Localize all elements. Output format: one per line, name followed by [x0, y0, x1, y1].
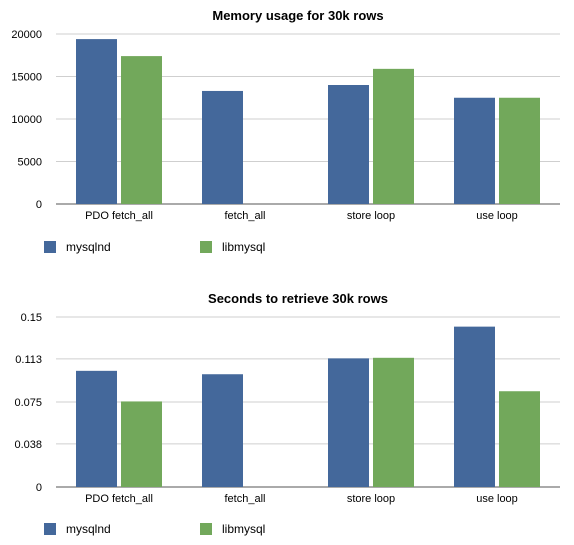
legend-label-libmysql: libmysql: [222, 240, 266, 254]
y-tick-label: 0.075: [14, 397, 42, 409]
retrieval-time-legend: mysqlnd libmysql: [0, 522, 574, 544]
bar-libmysql-0: [121, 401, 162, 487]
chart-title: Memory usage for 30k rows: [212, 8, 383, 23]
x-category-label: use loop: [476, 210, 518, 222]
y-tick-label: 0.113: [15, 354, 42, 366]
x-category-label: fetch_all: [225, 210, 266, 222]
memory-usage-chart: Memory usage for 30k rows 0 5000 10000 1500…: [0, 0, 574, 270]
x-category-label: store loop: [347, 493, 395, 505]
bar-mysqlnd-3: [454, 97, 495, 204]
x-category-label: PDO fetch_all: [85, 210, 153, 222]
legend-label-mysqlnd: mysqlnd: [66, 522, 111, 536]
legend-swatch-libmysql: [200, 523, 212, 535]
x-category-label: fetch_all: [225, 493, 266, 505]
bar-mysqlnd-0: [76, 370, 117, 487]
legend-label-libmysql: libmysql: [222, 522, 266, 536]
bar-mysqlnd-1: [202, 374, 243, 487]
y-tick-label: 0: [36, 199, 42, 211]
y-tick-label: 15000: [11, 72, 42, 84]
legend-label-mysqlnd: mysqlnd: [66, 240, 111, 254]
bar-libmysql-3: [499, 391, 540, 487]
bar-mysqlnd-0: [76, 39, 117, 204]
y-tick-label: 20000: [11, 29, 42, 41]
y-tick-label: 5000: [18, 157, 42, 169]
bar-libmysql-3: [499, 97, 540, 204]
bar-libmysql-2: [373, 68, 414, 204]
memory-usage-plot: Memory usage for 30k rows 0 5000 10000 1500…: [11, 8, 560, 222]
legend-swatch-mysqlnd: [44, 523, 56, 535]
bar-libmysql-2: [373, 357, 414, 487]
legend-item-libmysql: libmysql: [200, 522, 265, 536]
x-category-label: PDO fetch_all: [85, 493, 153, 505]
bar-mysqlnd-2: [328, 358, 369, 487]
legend-swatch-libmysql: [200, 241, 212, 253]
legend-item-mysqlnd: mysqlnd: [44, 240, 111, 254]
legend-item-libmysql: libmysql: [200, 240, 265, 254]
bar-mysqlnd-1: [202, 90, 243, 204]
memory-usage-legend: mysqlnd libmysql: [0, 240, 574, 262]
y-tick-label: 0: [36, 482, 42, 494]
bar-mysqlnd-3: [454, 326, 495, 487]
y-tick-label: 0.15: [21, 312, 42, 324]
y-tick-label: 0.038: [14, 439, 42, 451]
legend-item-mysqlnd: mysqlnd: [44, 522, 111, 536]
bar-mysqlnd-2: [328, 85, 369, 204]
x-category-label: use loop: [476, 493, 518, 505]
chart-title: Seconds to retrieve 30k rows: [208, 291, 388, 306]
retrieval-time-plot: Seconds to retrieve 30k rows 0 0.038 0.075…: [14, 291, 560, 505]
bar-libmysql-0: [121, 56, 162, 204]
legend-swatch-mysqlnd: [44, 241, 56, 253]
x-category-label: store loop: [347, 210, 395, 222]
y-tick-label: 10000: [11, 114, 42, 126]
retrieval-time-chart: Seconds to retrieve 30k rows 0 0.038 0.075…: [0, 283, 574, 545]
